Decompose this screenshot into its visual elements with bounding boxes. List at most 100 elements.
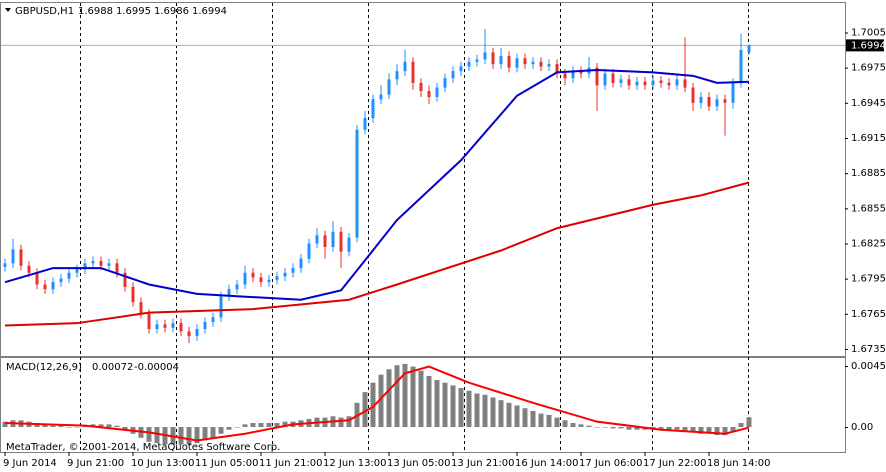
candle-body: [139, 302, 143, 314]
macd-bar: [50, 425, 56, 428]
macd-bar: [618, 427, 624, 429]
macd-bar: [682, 427, 688, 432]
indicator-line: [4, 181, 750, 327]
macd-bar: [378, 374, 384, 428]
candle-body: [619, 79, 623, 83]
macd-bar: [450, 385, 456, 428]
candle-body: [491, 52, 495, 65]
x-tick-label: 16 Jun 14:00: [515, 458, 579, 469]
macd-main-value: 0.00072: [92, 362, 133, 373]
candle-body: [715, 99, 719, 107]
y-tick-label: 1.6975: [851, 63, 886, 74]
macd-bar: [474, 393, 480, 428]
y-tick-label: 1.6825: [851, 238, 886, 249]
macd-bar: [482, 394, 488, 428]
y-tick-label: 1.6915: [851, 133, 886, 144]
macd-bar: [114, 425, 120, 428]
candle-body: [531, 61, 535, 65]
macd-bar: [738, 422, 744, 428]
x-tick-label: 17 Jun 06:00: [579, 458, 643, 469]
candle-body: [219, 296, 223, 318]
candle-body: [475, 59, 479, 62]
candle-body: [299, 258, 303, 269]
macd-bar: [394, 365, 400, 428]
macd-bar: [346, 416, 352, 428]
macd-bar: [178, 427, 184, 445]
macd-bar: [234, 427, 240, 428]
candle-body: [155, 324, 159, 330]
candle-body: [563, 73, 567, 79]
macd-bar: [98, 424, 104, 428]
macd-bar: [722, 427, 728, 436]
candle-body: [131, 286, 135, 303]
candle-body: [443, 78, 447, 88]
macd-bar: [634, 427, 640, 430]
macd-bar: [514, 405, 520, 428]
macd-bar: [370, 382, 376, 428]
header-low: 1.6986: [154, 6, 189, 17]
candle-body: [499, 55, 503, 65]
candle-body: [707, 96, 711, 107]
last-price-label: 1.6994: [851, 40, 886, 51]
macd-bar: [386, 369, 392, 428]
candle-body: [691, 87, 695, 103]
y-tick-label: 1.6795: [851, 274, 886, 285]
header-open: 1.6988: [78, 6, 113, 17]
candle-body: [459, 66, 463, 72]
candle-body: [595, 67, 599, 86]
candle-body: [731, 82, 735, 103]
candle-body: [251, 272, 255, 278]
candle-body: [635, 81, 639, 86]
candle-body: [483, 52, 487, 60]
macd-bar: [402, 363, 408, 428]
candle-body: [515, 58, 519, 68]
candle-body: [659, 80, 663, 83]
macd-bar: [666, 427, 672, 430]
x-tick-label: 9 Jun 2014: [3, 458, 57, 469]
candle-body: [379, 94, 383, 100]
candle-body: [315, 235, 319, 244]
x-tick-label: 11 Jun 05:00: [195, 458, 259, 469]
macd-signal-value: -0.00004: [134, 362, 179, 373]
candle-body: [203, 322, 207, 330]
candle-body: [91, 261, 95, 264]
candle-body: [675, 79, 679, 86]
x-tick-label: 17 Jun 22:00: [643, 458, 707, 469]
macd-bar: [362, 392, 368, 428]
macd-bar: [554, 417, 560, 428]
macd-bar: [426, 375, 432, 428]
x-tick-label: 18 Jun 14:00: [707, 458, 771, 469]
macd-bar: [530, 410, 536, 428]
macd-bar: [746, 417, 752, 428]
last-price-box: [846, 39, 884, 52]
candle-body: [243, 272, 247, 285]
candle-body: [307, 243, 311, 259]
macd-title: MACD(12,26,9): [6, 362, 82, 373]
header-close: 1.6994: [192, 6, 227, 17]
y-tick-label: 1.6855: [851, 203, 886, 214]
candle-body: [451, 71, 455, 79]
candle-body: [371, 99, 375, 119]
macd-bar: [274, 422, 280, 428]
candle-body: [387, 79, 391, 95]
candle-body: [43, 284, 47, 290]
candle-body: [411, 61, 415, 83]
candle-body: [331, 231, 335, 247]
macd-bar: [250, 422, 256, 428]
candle-body: [611, 73, 615, 83]
candle-body: [187, 331, 191, 337]
macd-bar: [202, 427, 208, 441]
macd-bar: [698, 427, 704, 434]
candle-body: [347, 237, 351, 252]
macd-bar: [58, 425, 64, 428]
macd-bar: [538, 413, 544, 428]
macd-bar: [466, 390, 472, 428]
macd-bar: [570, 422, 576, 428]
candle-body: [267, 279, 271, 283]
candle-body: [195, 329, 199, 337]
menu-triangle[interactable]: [5, 8, 11, 12]
macd-bar: [282, 421, 288, 428]
macd-bar: [498, 400, 504, 428]
x-tick-label: 9 Jun 21:00: [67, 458, 124, 469]
